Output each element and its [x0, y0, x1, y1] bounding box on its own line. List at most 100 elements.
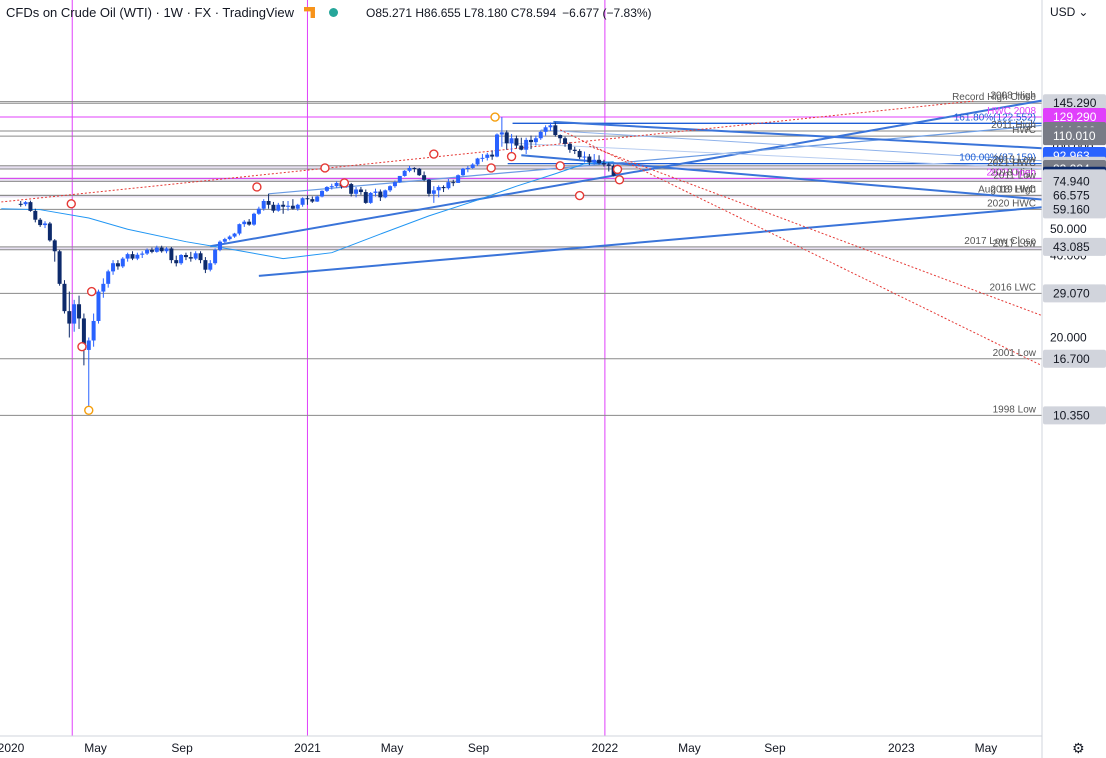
- candle-body-16: [96, 291, 101, 321]
- time-tick-2: Sep: [171, 741, 193, 755]
- candle-body-17: [101, 283, 106, 292]
- candle-body-55: [286, 205, 291, 207]
- level-label-12: 2011 Low: [993, 170, 1036, 181]
- pitchfork-lower: [521, 154, 1042, 201]
- zone-2013-low: [0, 165, 1042, 169]
- level-label-17: 2017 Low: [993, 239, 1037, 250]
- candle-body-34: [183, 255, 188, 258]
- time-tick-6: 2022: [592, 741, 619, 755]
- candle-body-56: [290, 205, 295, 209]
- candle-body-63: [324, 186, 329, 191]
- candle-body-30: [164, 248, 169, 252]
- candle-body-1: [23, 202, 28, 205]
- level-label-13: 2019 High: [990, 184, 1036, 195]
- candle-body-49: [256, 208, 261, 214]
- candle-body-46: [242, 221, 247, 225]
- marker-circle-2: [86, 286, 97, 297]
- candle-body-121: [606, 164, 611, 166]
- time-tick-9: 2023: [888, 741, 915, 755]
- zone-2022-open: [0, 178, 1042, 182]
- moving-average: [1, 161, 614, 260]
- candle-body-88: [446, 182, 451, 189]
- candle-body-69: [354, 189, 359, 194]
- candle-body-4: [38, 219, 43, 226]
- level-label-4: 2011 High: [991, 120, 1036, 131]
- candle-body-45: [237, 224, 242, 234]
- candle-body-35: [188, 257, 193, 259]
- level-label-20: 1998 Low: [993, 404, 1037, 415]
- symbol-title[interactable]: CFDs on Crude Oil (WTI) · 1W · FX · Trad…: [6, 5, 294, 20]
- marker-circle-4: [320, 163, 330, 173]
- candle-body-107: [538, 131, 543, 139]
- price-tag-19: 16.700: [1053, 352, 1090, 366]
- candle-body-44: [232, 233, 237, 237]
- candle-body-90: [456, 175, 461, 183]
- candle-body-91: [460, 168, 465, 176]
- price-tag-bg-18: [1043, 284, 1106, 303]
- candle-body-120: [601, 163, 606, 165]
- marker-circle-9: [612, 164, 623, 175]
- candle-body-98: [495, 134, 499, 157]
- candle-body-50: [261, 201, 266, 209]
- gear-icon[interactable]: ⚙: [1072, 740, 1085, 756]
- candle-body-21: [120, 258, 125, 267]
- candle-body-116: [582, 156, 587, 158]
- candle-body-18: [106, 271, 111, 284]
- level-label-18: 2016 LWC: [989, 282, 1036, 293]
- marker-circle-3: [252, 182, 262, 192]
- candle-body-5: [43, 223, 48, 226]
- price-tag-bg-12: [1043, 172, 1106, 191]
- candle-body-3: [33, 210, 38, 220]
- price-tag-15: 59.160: [1053, 202, 1090, 216]
- price-tag-bg-20: [1043, 406, 1106, 425]
- candle-body-31: [169, 248, 174, 261]
- candle-body-83: [422, 175, 427, 180]
- candle-body-32: [174, 260, 179, 264]
- candle-body-80: [407, 167, 412, 171]
- currency-selector[interactable]: USD ⌄: [1050, 5, 1088, 19]
- marker-circle-11: [574, 190, 585, 201]
- candle-body-92: [465, 167, 470, 169]
- price-tick-5: 50.000: [1050, 222, 1087, 236]
- price-tag-5: 110.010: [1053, 129, 1096, 143]
- time-tick-0: 2020: [0, 741, 25, 755]
- candle-body-20: [115, 263, 120, 267]
- candle-body-70: [358, 189, 363, 193]
- candle-body-23: [130, 254, 135, 259]
- candle-body-82: [417, 168, 422, 176]
- candle-body-117: [587, 156, 592, 163]
- candle-body-109: [548, 125, 553, 128]
- marker-low: [84, 405, 94, 415]
- candle-body-72: [368, 192, 373, 203]
- candle-body-85: [431, 190, 436, 194]
- candle-body-39: [208, 263, 213, 270]
- level-label-11: 2022 Open: [987, 167, 1037, 178]
- marker-circle-5: [339, 178, 350, 188]
- candle-body-101: [509, 138, 514, 144]
- price-tag-bg-15: [1043, 200, 1106, 219]
- candle-body-24: [135, 254, 140, 259]
- price-tag-bg-19: [1043, 349, 1106, 368]
- level-label-14: Aug 18' LWC: [978, 184, 1036, 195]
- price-tick-7: 20.000: [1050, 330, 1087, 344]
- level-label-3: 161.80%(122.552): [954, 112, 1036, 123]
- level-label-8: 2013 Low: [993, 155, 1037, 166]
- price-tag-16: 43.085: [1053, 240, 1090, 254]
- candle-body-41: [217, 241, 222, 250]
- candle-body-77: [392, 182, 397, 187]
- marker-circle-0: [66, 199, 76, 209]
- candle-body-68: [349, 184, 354, 194]
- candle-body-108: [543, 127, 548, 132]
- candle-body-112: [563, 138, 568, 144]
- level-label-2: HWC 2008: [987, 106, 1036, 117]
- candle-body-48: [252, 213, 256, 225]
- candle-body-58: [300, 198, 305, 205]
- candle-body-64: [329, 186, 334, 188]
- ohlc-values: O85.271 H86.655 L78.180 C78.594: [365, 5, 557, 20]
- candle-body-13: [81, 318, 86, 350]
- candle-body-33: [179, 255, 184, 264]
- price-tag-bg-14: [1043, 186, 1106, 205]
- marker-circle-6: [429, 149, 439, 159]
- candle-body-6: [47, 223, 52, 241]
